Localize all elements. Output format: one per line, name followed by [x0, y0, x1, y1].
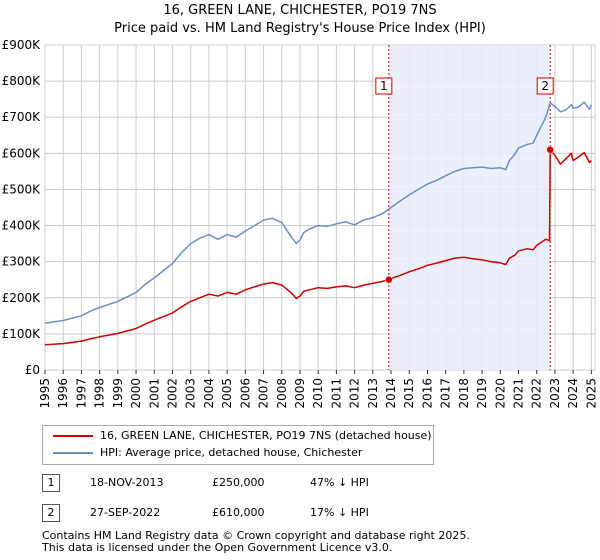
x-tick-label: 2024	[566, 378, 580, 409]
x-tick-label: 1999	[111, 378, 125, 409]
marker-label-1: 1	[380, 79, 388, 93]
y-tick-label: £600K	[2, 146, 42, 160]
legend-swatch-property	[53, 435, 93, 437]
sale-point-1	[385, 275, 393, 284]
y-tick-label: £900K	[2, 38, 42, 52]
x-tick-label: 1995	[38, 378, 52, 409]
x-tick-label: 2006	[238, 378, 252, 409]
footer: Contains HM Land Registry data © Crown c…	[42, 530, 470, 554]
x-tick-label: 2005	[220, 378, 234, 409]
x-tick-label: 2022	[530, 378, 544, 409]
x-tick-label: 2016	[420, 378, 434, 409]
y-tick-label: £700K	[2, 110, 42, 124]
sale-price-1: £250,000	[212, 476, 265, 489]
x-tick-label: 2010	[311, 378, 325, 409]
sale-number-2: 2	[42, 504, 60, 522]
x-tick-label: 2009	[293, 378, 307, 409]
x-tick-label: 2017	[439, 378, 453, 409]
x-tick-label: 1998	[93, 378, 107, 409]
shaded-region	[388, 45, 551, 370]
legend-swatch-hpi	[53, 452, 93, 454]
sale-point-2	[546, 145, 554, 154]
y-tick-label: £100K	[2, 327, 42, 341]
x-tick-label: 2020	[493, 378, 507, 409]
legend-label-hpi: HPI: Average price, detached house, Chic…	[100, 446, 363, 459]
x-tick-label: 2000	[129, 378, 143, 409]
x-tick-label: 2023	[548, 378, 562, 409]
x-tick-label: 2011	[329, 378, 343, 409]
x-tick-label: 2012	[348, 378, 362, 409]
shaded-region-rect	[388, 45, 551, 370]
series-line-property	[44, 148, 592, 346]
sale-row-2: 2 27-SEP-2022 £610,000 17% ↓ HPI	[42, 504, 562, 522]
x-tick-label: 2025	[584, 378, 598, 409]
marker-box-2	[536, 77, 554, 95]
y-tick-label: £400K	[2, 219, 42, 233]
series-lines	[44, 101, 593, 346]
sale-date-1: 18-NOV-2013	[90, 476, 164, 489]
x-tick-label: 2001	[147, 378, 161, 409]
chart-title: 16, GREEN LANE, CHICHESTER, PO19 7NS	[163, 3, 437, 18]
sale-hpi-1: 47% ↓ HPI	[310, 476, 369, 489]
sale-hpi-2: 17% ↓ HPI	[310, 506, 369, 519]
x-tick-label: 1996	[56, 378, 70, 409]
y-tick-label: £300K	[2, 255, 42, 269]
legend-label-property: 16, GREEN LANE, CHICHESTER, PO19 7NS (de…	[100, 429, 432, 442]
x-tick-label: 2003	[184, 378, 198, 409]
y-tick-label: £800K	[2, 74, 42, 88]
sale-row-1: 1 18-NOV-2013 £250,000 47% ↓ HPI	[42, 474, 562, 492]
chart-subtitle: Price paid vs. HM Land Registry's House …	[114, 21, 486, 36]
x-tick-label: 1997	[74, 378, 88, 409]
y-axis: £0 £100K £200K £300K £400K £500K £600K £700K £80…	[2, 38, 42, 377]
marker-label-2: 2	[541, 79, 549, 93]
x-tick-label: 2019	[475, 378, 489, 409]
x-tick-label: 2013	[366, 378, 380, 409]
marker-box-1	[375, 77, 393, 95]
x-tick-label: 2002	[165, 378, 179, 409]
legend: 16, GREEN LANE, CHICHESTER, PO19 7NS (de…	[42, 425, 434, 465]
sale-points	[385, 145, 554, 284]
x-tick-label: 2021	[512, 378, 526, 409]
y-tick-label: £200K	[2, 291, 42, 305]
footer-line-1: Contains HM Land Registry data © Crown c…	[42, 529, 470, 542]
y-tick-label: £0	[25, 363, 40, 377]
x-tick-label: 2007	[257, 378, 271, 409]
sale-price-2: £610,000	[212, 506, 265, 519]
x-tick-label: 2004	[202, 378, 216, 409]
sale-number-1: 1	[42, 474, 60, 492]
x-tick-label: 2018	[457, 378, 471, 409]
x-tick-label: 2008	[275, 378, 289, 409]
sale-date-2: 27-SEP-2022	[90, 506, 161, 519]
x-tick-label: 2015	[402, 378, 416, 409]
series-line-hpi	[44, 101, 593, 324]
x-tick-label: 2014	[384, 378, 398, 409]
footer-line-2: This data is licensed under the Open Gov…	[42, 541, 393, 554]
y-tick-label: £500K	[2, 182, 42, 196]
x-axis: 1995 1996 1997 1998 1999 2000 2001 2002 2003 2004…	[38, 370, 598, 409]
